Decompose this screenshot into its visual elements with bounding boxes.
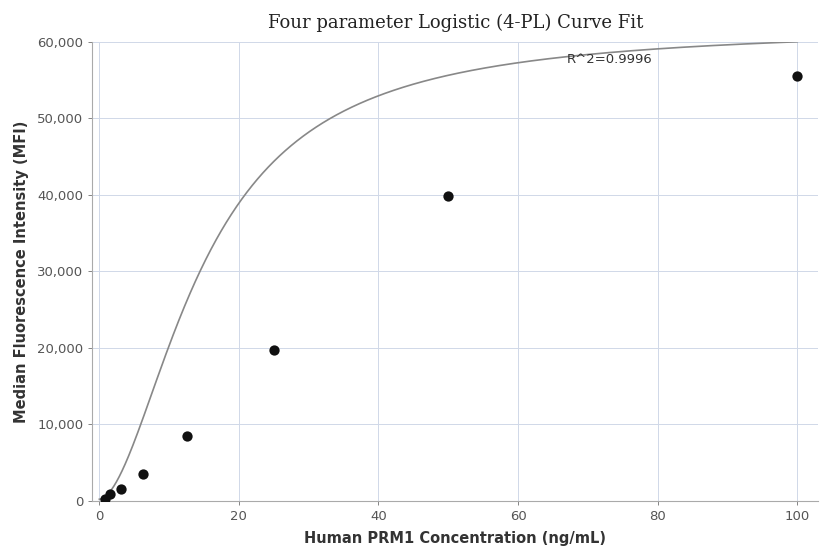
Title: Four parameter Logistic (4-PL) Curve Fit: Four parameter Logistic (4-PL) Curve Fit	[268, 14, 643, 32]
Point	[267, 346, 280, 354]
Point	[104, 489, 117, 498]
Point	[115, 485, 128, 494]
Point	[136, 469, 150, 478]
Y-axis label: Median Fluorescence Intensity (MFI): Median Fluorescence Intensity (MFI)	[14, 120, 29, 423]
Point	[790, 72, 804, 81]
Text: R^2=0.9996: R^2=0.9996	[567, 54, 652, 67]
Point	[442, 192, 455, 201]
X-axis label: Human PRM1 Concentration (ng/mL): Human PRM1 Concentration (ng/mL)	[305, 531, 607, 546]
Point	[180, 431, 193, 440]
Point	[98, 494, 111, 503]
